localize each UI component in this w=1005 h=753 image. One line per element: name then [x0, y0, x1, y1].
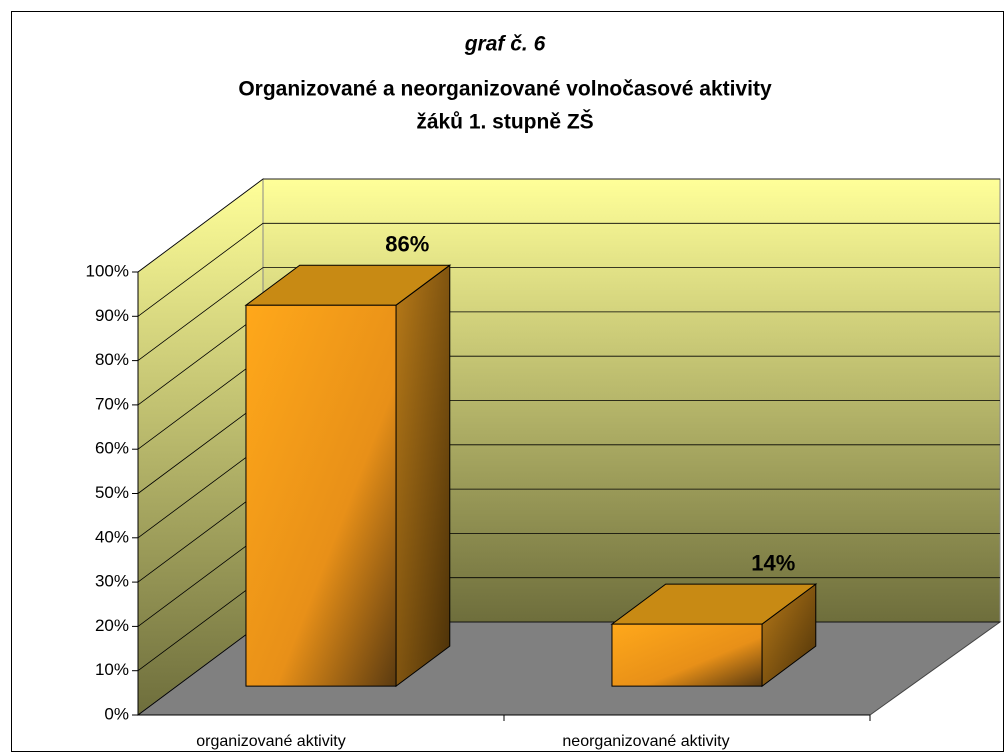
- y-tick-label: 90%: [95, 306, 129, 325]
- grid-line: [137, 267, 1000, 361]
- y-tick-label: 30%: [95, 572, 129, 591]
- y-tick-label: 10%: [95, 660, 129, 679]
- bar-side: [395, 264, 451, 688]
- y-tick-label: 40%: [95, 527, 129, 546]
- grid-line: [137, 222, 1000, 317]
- chart-title: žáků 1. stupně ZŠ: [416, 110, 593, 134]
- chart-title: graf č. 6: [464, 33, 546, 56]
- y-tick-label: 100%: [86, 261, 129, 280]
- grid-line: [137, 178, 1000, 273]
- y-tick-label: 60%: [95, 439, 129, 458]
- y-tick-label: 20%: [95, 616, 129, 635]
- x-tick-label: neorganizované aktivity: [562, 733, 729, 750]
- y-tick-label: 70%: [95, 394, 129, 413]
- y-tick-label: 80%: [95, 350, 129, 369]
- data-label: 86%: [385, 231, 429, 256]
- chart-title: Organizované a neorganizované volnočasov…: [238, 78, 772, 101]
- data-label: 14%: [751, 550, 795, 575]
- x-tick-label: organizované aktivity: [196, 733, 345, 750]
- y-tick-label: 50%: [95, 483, 129, 502]
- bar: [611, 623, 763, 687]
- y-tick-label: 0%: [104, 704, 129, 723]
- bar: [245, 304, 397, 687]
